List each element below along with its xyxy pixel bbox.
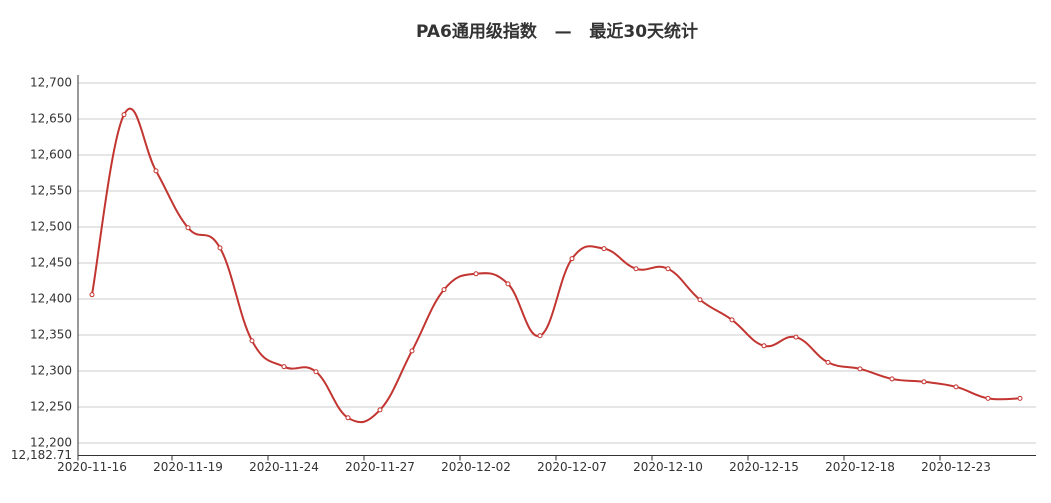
point xyxy=(601,246,607,252)
point xyxy=(121,112,127,118)
point xyxy=(793,334,799,340)
point xyxy=(697,297,703,303)
y-tick-label: 12,400 xyxy=(30,292,72,306)
x-tick-label: 2020-12-10 xyxy=(633,460,703,474)
y-tick-label: 12,550 xyxy=(30,184,72,198)
point xyxy=(409,348,415,354)
y-tick-label: 12,300 xyxy=(30,364,72,378)
point xyxy=(185,225,191,231)
point xyxy=(249,338,255,344)
point xyxy=(441,287,447,293)
point xyxy=(281,364,287,370)
x-tick-label: 2020-11-27 xyxy=(345,460,415,474)
point xyxy=(89,292,95,298)
chart-title: PA6通用级指数 — 最近30天统计 xyxy=(416,21,698,42)
y-tick-label: 12,700 xyxy=(30,76,72,90)
y-tick-label: 12,650 xyxy=(30,112,72,126)
x-tick-label: 2020-12-23 xyxy=(921,460,991,474)
x-tick-label: 2020-12-07 xyxy=(537,460,607,474)
y-tick-label: 12,500 xyxy=(30,220,72,234)
y-tick-label: 12,200 xyxy=(30,436,72,450)
point xyxy=(921,379,927,385)
x-tick-label: 2020-12-18 xyxy=(825,460,895,474)
point xyxy=(377,407,383,413)
point xyxy=(761,343,767,349)
point xyxy=(729,317,735,323)
point xyxy=(633,266,639,272)
x-tick-label: 2020-12-02 xyxy=(441,460,511,474)
point xyxy=(217,245,223,251)
point xyxy=(537,333,543,339)
x-tick-label: 2020-11-19 xyxy=(153,460,223,474)
point xyxy=(985,395,991,401)
point xyxy=(1017,395,1023,401)
point xyxy=(569,256,575,262)
point xyxy=(153,168,159,174)
line xyxy=(91,107,1021,424)
y-tick-label: 12,350 xyxy=(30,328,72,342)
x-tick-label: 2020-11-16 xyxy=(57,460,127,474)
point xyxy=(473,271,479,277)
y-tick-label: 12,450 xyxy=(30,256,72,270)
point xyxy=(345,415,351,421)
point xyxy=(953,384,959,390)
point xyxy=(889,376,895,382)
point xyxy=(665,266,671,272)
point xyxy=(825,359,831,365)
point xyxy=(857,366,863,372)
point xyxy=(505,281,511,287)
x-tick-label: 2020-11-24 xyxy=(249,460,319,474)
point xyxy=(313,369,319,375)
y-tick-label: 12,182.71 xyxy=(11,448,72,462)
y-tick-label: 12,250 xyxy=(30,400,72,414)
y-tick-label: 12,600 xyxy=(30,148,72,162)
x-tick-label: 2020-12-15 xyxy=(729,460,799,474)
